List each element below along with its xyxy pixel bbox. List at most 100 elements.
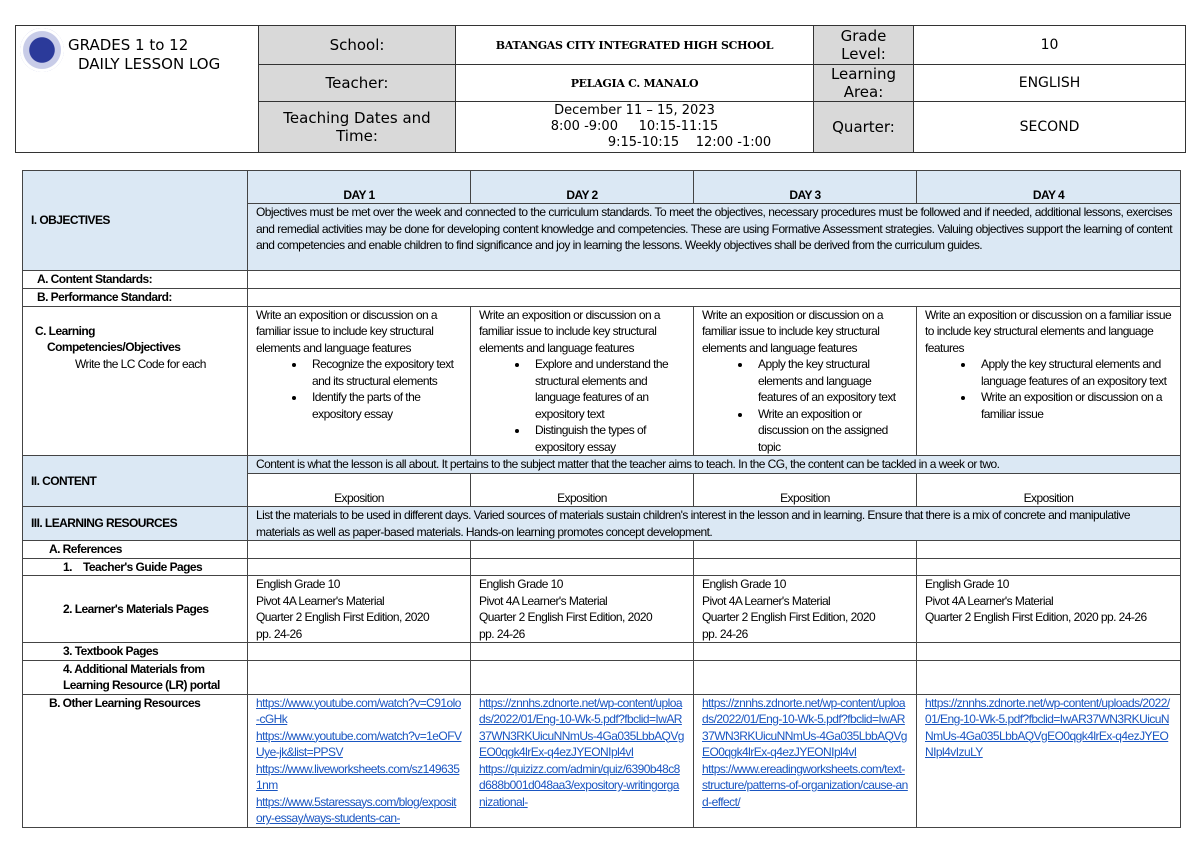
empty-cell xyxy=(693,557,917,576)
learning-competency-cell: Write an exposition or discussion on a f… xyxy=(693,305,917,456)
lm-line: pp. 24-26 xyxy=(702,626,748,641)
day-header: DAY 4 xyxy=(916,170,1181,204)
empty-cell xyxy=(247,557,471,576)
dates-text: December 11 – 15, 2023 xyxy=(554,103,715,118)
day-header: DAY 1 xyxy=(247,170,471,204)
dates-label: Teaching Dates and Time: xyxy=(258,101,456,153)
lc-bullet: Apply the key structural elements and la… xyxy=(752,356,908,406)
performance-standard-value xyxy=(247,287,1181,307)
day-header: DAY 2 xyxy=(470,170,694,204)
time-line1: 8:00 -9:00 10:15-11:15 xyxy=(550,119,719,134)
objectives-text: Objectives must be met over the week and… xyxy=(247,203,1181,271)
title-line1: GRADES 1 to 12 xyxy=(68,36,189,54)
teachers-guide-label: 1. Teacher's Guide Pages xyxy=(22,557,248,576)
lm-line: English Grade 10 xyxy=(702,577,786,591)
lc-label1: C. Learning xyxy=(35,323,96,338)
lc-bullet: Recognize the expository text and its st… xyxy=(306,356,462,389)
empty-cell xyxy=(470,642,694,661)
lm-line: Pivot 4A Learner's Material xyxy=(256,593,385,608)
resource-link[interactable]: https://quizizz.com/admin/quiz/6390b48c8… xyxy=(479,761,680,809)
lc-bullet: Write an exposition or discussion on a f… xyxy=(975,389,1172,422)
other-resources-cell: https://www.youtube.com/watch?v=C91olo-c… xyxy=(247,693,471,828)
content-standards-label: A. Content Standards: xyxy=(22,270,248,289)
empty-cell xyxy=(693,642,917,661)
content-standards-value xyxy=(247,270,1181,289)
learners-materials-label: 2. Learner's Materials Pages xyxy=(22,575,248,643)
school-label: School: xyxy=(258,25,456,65)
lc-intro: Write an exposition or discussion on a f… xyxy=(702,307,884,355)
dates-value: December 11 – 15, 2023 8:00 -9:00 10:15-… xyxy=(455,101,814,153)
content-text: Content is what the lesson is all about.… xyxy=(247,455,1181,474)
lm-line: Quarter 2 English First Edition, 2020 xyxy=(702,610,876,624)
empty-cell xyxy=(247,642,471,661)
learning-competency-cell: Write an exposition or discussion on a f… xyxy=(247,305,471,456)
empty-cell xyxy=(916,557,1181,576)
other-resources-cell: https://znnhs.zdnorte.net/wp-content/upl… xyxy=(693,693,917,828)
resource-link[interactable]: https://www.liveworksheets.com/sz1496351… xyxy=(256,761,460,793)
other-resources-cell: https://znnhs.zdnorte.net/wp-content/upl… xyxy=(916,693,1181,828)
learning-competency-cell: Write an exposition or discussion on a f… xyxy=(470,305,694,456)
empty-cell xyxy=(470,557,694,576)
additional-line2: Learning Resource (LR) portal xyxy=(63,678,220,692)
learning-competencies-label: C. Learning Competencies/Objectives Writ… xyxy=(22,305,248,456)
lm-line: Quarter 2 English First Edition, 2020 xyxy=(256,610,430,624)
resources-text: List the materials to be used in differe… xyxy=(247,506,1181,541)
quarter-label: Quarter: xyxy=(813,101,914,153)
teacher-label: Teacher: xyxy=(258,64,456,102)
other-resources-label: B. Other Learning Resources xyxy=(22,693,248,828)
lc-label2: Competencies/Objectives xyxy=(47,340,181,354)
area-label: Learning Area: xyxy=(813,64,914,102)
objectives-label: I. OBJECTIVES xyxy=(22,170,248,271)
empty-cell xyxy=(693,540,917,559)
content-topic: Exposition xyxy=(916,473,1181,507)
empty-cell xyxy=(247,540,471,559)
lc-bullets: Explore and understand the structural el… xyxy=(479,356,685,455)
resource-link[interactable]: https://www.ereadingworksheets.com/text-… xyxy=(702,761,908,809)
school-value: BATANGAS CITY INTEGRATED HIGH SCHOOL xyxy=(455,25,814,65)
lm-line: English Grade 10 xyxy=(479,577,563,591)
lc-bullets: Recognize the expository text and its st… xyxy=(256,356,462,422)
learners-materials-cell: English Grade 10 Pivot 4A Learner's Mater… xyxy=(247,575,471,643)
lm-line: Pivot 4A Learner's Material xyxy=(925,593,1054,608)
references-label: A. References xyxy=(22,540,248,559)
content-topic: Exposition xyxy=(693,473,917,507)
empty-cell xyxy=(916,659,1181,695)
lc-bullet: Distinguish the types of expository essa… xyxy=(529,422,685,455)
empty-cell xyxy=(916,540,1181,559)
lc-bullets: Apply the key structural elements and la… xyxy=(702,356,908,455)
lm-line: Pivot 4A Learner's Material xyxy=(479,593,608,608)
lc-intro: Write an exposition or discussion on a f… xyxy=(925,307,1172,355)
empty-cell xyxy=(470,659,694,695)
lm-line: Quarter 2 English First Edition, 2020 pp… xyxy=(925,610,1147,624)
title-line2: DAILY LESSON LOG xyxy=(78,55,221,73)
lm-line: English Grade 10 xyxy=(925,577,1009,591)
resource-link[interactable]: https://www.youtube.com/watch?v=1eOFVUye… xyxy=(256,728,462,760)
learners-materials-cell: English Grade 10 Pivot 4A Learner's Mater… xyxy=(470,575,694,643)
resource-link[interactable]: https://www.youtube.com/watch?v=C91olo-c… xyxy=(256,695,461,727)
additional-materials-label: 4. Additional Materials from Learning Re… xyxy=(22,659,248,695)
lm-line: pp. 24-26 xyxy=(256,626,302,641)
other-resources-cell: https://znnhs.zdnorte.net/wp-content/upl… xyxy=(470,693,694,828)
lc-bullet: Write an exposition or discussion on the… xyxy=(752,406,908,456)
teacher-value: PELAGIA C. MANALO xyxy=(455,64,814,102)
resource-link[interactable]: https://znnhs.zdnorte.net/wp-content/upl… xyxy=(702,695,907,760)
lc-bullet: Apply the key structural elements and la… xyxy=(975,356,1172,389)
empty-cell xyxy=(247,659,471,695)
lm-line: English Grade 10 xyxy=(256,577,340,591)
quarter-value: SECOND xyxy=(913,101,1186,153)
empty-cell xyxy=(916,642,1181,661)
lm-line: Pivot 4A Learner's Material xyxy=(702,593,831,608)
lc-label3: Write the LC Code for each xyxy=(75,356,206,371)
content-label: II. CONTENT xyxy=(22,455,248,507)
learners-materials-cell: English Grade 10 Pivot 4A Learner's Mater… xyxy=(693,575,917,643)
resource-link[interactable]: https://www.5staressays.com/blog/exposit… xyxy=(256,794,457,826)
content-topic: Exposition xyxy=(470,473,694,507)
resource-link[interactable]: https://znnhs.zdnorte.net/wp-content/upl… xyxy=(925,695,1170,760)
grade-label: Grade Level: xyxy=(813,25,914,65)
learners-materials-cell: English Grade 10 Pivot 4A Learner's Mater… xyxy=(916,575,1181,643)
learning-competency-cell: Write an exposition or discussion on a f… xyxy=(916,305,1181,456)
log-title: GRADES 1 to 12 DAILY LESSON LOG xyxy=(15,25,259,153)
resource-link[interactable]: https://znnhs.zdnorte.net/wp-content/upl… xyxy=(479,695,684,760)
performance-standard-label: B. Performance Standard: xyxy=(22,287,248,307)
deped-seal-logo xyxy=(20,28,64,72)
